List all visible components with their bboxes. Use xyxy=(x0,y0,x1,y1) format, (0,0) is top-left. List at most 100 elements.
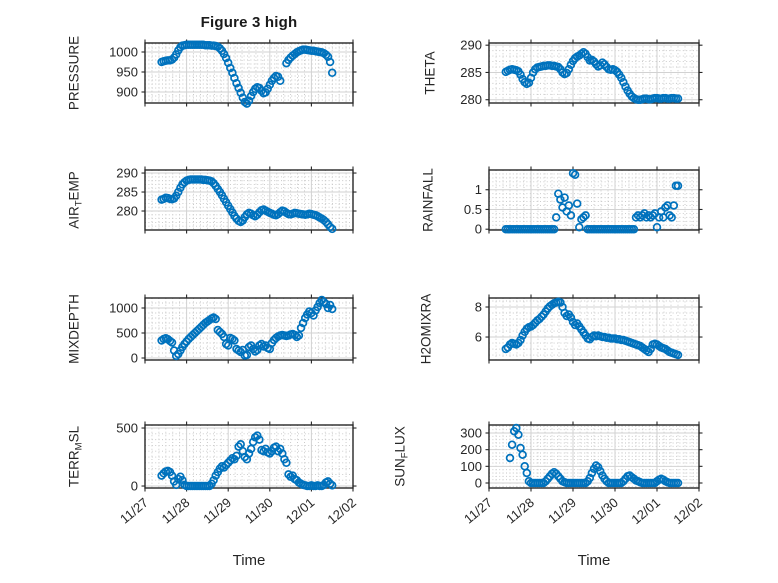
axis-ticks xyxy=(141,166,357,234)
data-point xyxy=(275,76,285,86)
data-point xyxy=(646,344,655,354)
x-tick-label: 11/27 xyxy=(461,495,495,527)
data-point xyxy=(593,462,603,472)
axis-ticks xyxy=(141,294,357,364)
data-point xyxy=(514,430,523,439)
data-point xyxy=(673,350,683,360)
axis-ticks xyxy=(485,166,703,234)
x-tick-label: 12/01 xyxy=(283,495,318,527)
series-markers xyxy=(501,297,683,360)
data-point xyxy=(661,203,670,212)
y-tick-label: 0 xyxy=(131,479,138,494)
data-point xyxy=(570,170,580,179)
y-tick-label: 0 xyxy=(475,476,482,491)
subplot-PRESSURE: 900 950 1000 PRESSURE xyxy=(67,36,357,110)
y-tick-label: 0.5 xyxy=(464,202,482,217)
y-tick-label: 280 xyxy=(116,204,138,219)
data-point xyxy=(221,460,231,470)
subplot-RAINFALL: 0 0.5 1 RAINFALL xyxy=(421,166,703,237)
data-point xyxy=(617,73,626,83)
subplot-TERR_MSL: 0 500 TERRMSL 11/27 11/28 11/29 11/30 12/01 12/0… xyxy=(67,421,359,528)
y-axis-label-H2OMIXRA: H2OMIXRA xyxy=(419,294,434,365)
data-point xyxy=(554,62,563,72)
data-point xyxy=(572,199,582,208)
data-point xyxy=(211,314,220,324)
y-tick-label: 500 xyxy=(116,326,138,341)
data-point xyxy=(327,304,337,314)
y-tick-label: 1000 xyxy=(109,301,138,316)
xlabel-time-left: Time xyxy=(232,552,266,569)
data-point xyxy=(221,53,231,63)
data-point xyxy=(556,298,565,307)
data-point xyxy=(171,351,181,361)
data-point xyxy=(556,195,565,204)
data-point xyxy=(551,213,561,222)
data-point xyxy=(619,78,628,87)
y-tick-label: 300 xyxy=(460,426,482,441)
xlabel-time-right: Time xyxy=(577,552,611,569)
data-point xyxy=(298,318,308,328)
data-point xyxy=(232,451,241,461)
data-point xyxy=(230,336,239,345)
x-tick-label: 11/28 xyxy=(503,495,537,527)
axes-box xyxy=(488,424,700,489)
data-point xyxy=(238,93,248,102)
data-point xyxy=(228,68,237,78)
data-point xyxy=(215,327,225,337)
data-point xyxy=(564,64,574,74)
series-markers xyxy=(505,423,683,488)
series-markers xyxy=(501,48,683,104)
data-point xyxy=(579,213,588,222)
series-markers xyxy=(501,168,683,234)
y-tick-label: 200 xyxy=(460,442,482,457)
data-point xyxy=(516,335,525,345)
data-point xyxy=(652,222,662,232)
y-tick-label: 500 xyxy=(116,421,138,436)
data-point xyxy=(244,96,254,106)
data-point xyxy=(178,475,187,485)
x-tick-label: 11/30 xyxy=(587,495,621,527)
series-markers xyxy=(157,295,337,361)
subplot-THETA: 280 285 290 THETA xyxy=(423,38,703,107)
axes-box xyxy=(144,297,354,361)
data-point xyxy=(325,57,335,67)
data-point xyxy=(226,63,235,73)
data-point xyxy=(275,444,285,454)
series-markers xyxy=(157,431,337,491)
data-point xyxy=(518,450,527,459)
data-point xyxy=(673,181,683,191)
x-tick-label: 12/02 xyxy=(670,495,705,527)
data-point xyxy=(294,331,304,340)
y-tick-label: 285 xyxy=(116,185,138,200)
axes-box xyxy=(488,169,700,231)
data-point xyxy=(528,320,538,330)
y-tick-label: 900 xyxy=(116,85,138,100)
data-point xyxy=(226,456,235,465)
x-tick-label: 11/30 xyxy=(242,495,276,527)
data-point xyxy=(325,222,335,232)
data-point xyxy=(234,83,243,93)
axes-box xyxy=(144,42,354,104)
series-markers xyxy=(157,40,337,108)
figure-title: Figure 3 high xyxy=(200,14,298,31)
y-tick-label: 290 xyxy=(460,38,482,53)
data-point xyxy=(566,211,576,220)
series-markers xyxy=(157,175,337,234)
subplot-H2OMIXRA: 6 8 H2OMIXRA xyxy=(419,294,703,365)
data-point xyxy=(587,468,597,478)
data-point xyxy=(223,458,233,468)
data-point xyxy=(282,458,291,468)
subplot-AIR_TEMP: 280 285 290 AIRTEMP xyxy=(67,166,357,234)
y-tick-label: 6 xyxy=(475,330,482,345)
data-point xyxy=(522,468,532,478)
x-tick-label: 11/29 xyxy=(200,495,234,527)
data-point xyxy=(296,323,306,333)
data-point xyxy=(167,338,177,347)
axes-box xyxy=(144,169,354,231)
data-point xyxy=(290,330,300,340)
x-tick-label: 12/02 xyxy=(324,495,359,527)
data-point xyxy=(535,314,544,324)
